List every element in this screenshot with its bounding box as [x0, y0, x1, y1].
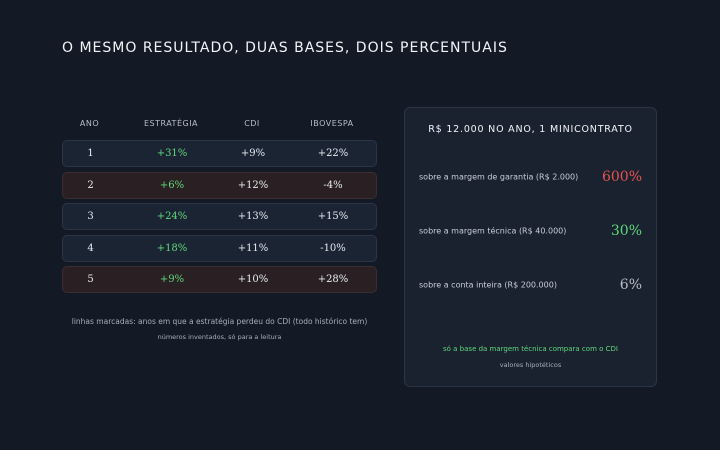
cell-cdi: +12% — [237, 180, 269, 191]
header-ibovespa: IBOVESPA — [310, 119, 354, 128]
table-row: 1 +31% +9% +22% — [62, 140, 377, 167]
cell-ano: 5 — [87, 274, 94, 285]
panel-row-value: 600% — [601, 169, 642, 185]
table-row-highlighted: 5 +9% +10% +28% — [62, 266, 377, 293]
cell-ano: 3 — [87, 211, 94, 222]
panel-row-conta: sobre a conta inteira (R$ 200.000) 6% — [419, 273, 642, 297]
cell-ibovespa: +28% — [317, 274, 349, 285]
page-title: O MESMO RESULTADO, DUAS BASES, DOIS PERC… — [62, 40, 508, 56]
table-note: linhas marcadas: anos em que a estratégi… — [71, 317, 368, 326]
cell-estrategia: +6% — [159, 180, 185, 191]
header-estrategia: ESTRATÉGIA — [143, 119, 199, 128]
cell-estrategia: +18% — [156, 243, 188, 254]
cell-ano: 1 — [87, 148, 94, 159]
comparison-panel: R$ 12.000 NO ANO, 1 MINICONTRATO sobre a… — [404, 107, 657, 387]
panel-row-tecnica: sobre a margem técnica (R$ 40.000) 30% — [419, 219, 642, 243]
table-row-highlighted: 2 +6% +12% -4% — [62, 172, 377, 199]
cell-cdi: +11% — [237, 243, 269, 254]
cell-ano: 4 — [87, 243, 94, 254]
cell-estrategia: +24% — [156, 211, 188, 222]
header-ano: ANO — [79, 119, 100, 128]
panel-title: R$ 12.000 NO ANO, 1 MINICONTRATO — [428, 124, 633, 135]
panel-row-label: sobre a margem de garantia (R$ 2.000) — [419, 172, 579, 182]
cell-cdi: +13% — [237, 211, 269, 222]
cell-ibovespa: -4% — [323, 180, 343, 191]
cell-ibovespa: +22% — [317, 148, 349, 159]
table-row: 3 +24% +13% +15% — [62, 203, 377, 230]
cell-cdi: +9% — [240, 148, 266, 159]
panel-row-label: sobre a margem técnica (R$ 40.000) — [419, 226, 567, 236]
panel-note: só a base da margem técnica compara com … — [443, 345, 618, 353]
cell-ibovespa: +15% — [317, 211, 349, 222]
cell-cdi: +10% — [237, 274, 269, 285]
table-row: 4 +18% +11% -10% — [62, 235, 377, 262]
header-cdi: CDI — [244, 119, 260, 128]
table-note-secondary: números inventados, só para a leitura — [157, 333, 282, 341]
panel-row-label: sobre a conta inteira (R$ 200.000) — [419, 280, 557, 290]
panel-note-secondary: valores hipotéticos — [499, 361, 562, 369]
cell-estrategia: +31% — [156, 148, 188, 159]
cell-ibovespa: -10% — [320, 243, 346, 254]
cell-ano: 2 — [87, 180, 94, 191]
panel-row-value: 30% — [610, 223, 642, 239]
cell-estrategia: +9% — [159, 274, 185, 285]
panel-row-garantia: sobre a margem de garantia (R$ 2.000) 60… — [419, 165, 642, 189]
panel-row-value: 6% — [619, 277, 642, 293]
